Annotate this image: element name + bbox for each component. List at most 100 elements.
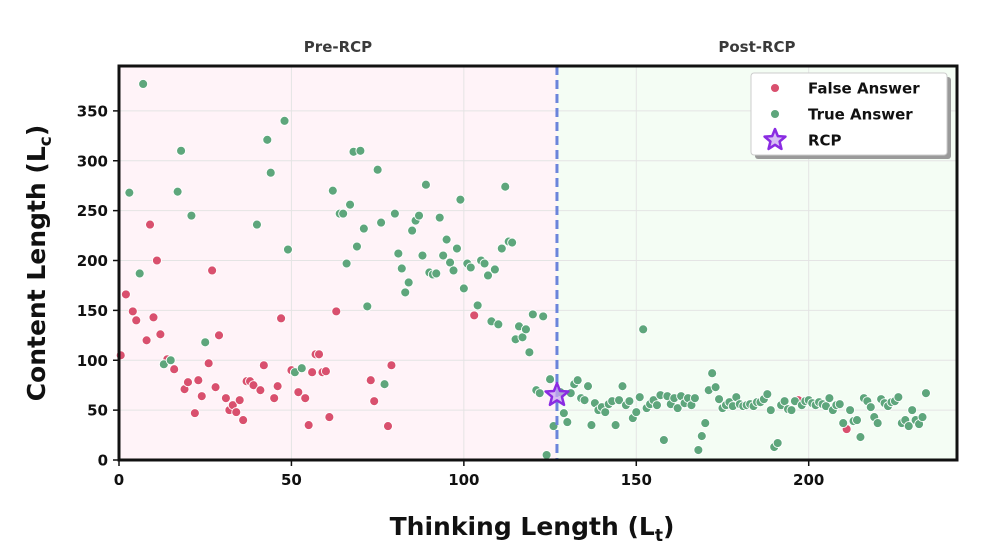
- true-answer-point: [714, 394, 724, 405]
- true-answer-point: [852, 415, 862, 426]
- true-answer-point: [438, 250, 449, 261]
- true-answer-point: [865, 402, 876, 413]
- false-answer-point: [220, 393, 231, 404]
- y-tick-label: 350: [77, 102, 108, 120]
- y-tick-label: 200: [77, 252, 108, 270]
- true-answer-point: [534, 388, 545, 399]
- true-answer-point: [541, 450, 552, 460]
- true-answer-point: [710, 382, 721, 393]
- x-tick-label: 150: [621, 471, 652, 489]
- plot-frame: [117, 64, 959, 462]
- y-tick-label: 100: [77, 352, 108, 370]
- true-answer-point: [441, 234, 452, 245]
- region-label-pre-rcp: Pre-RCP: [304, 38, 372, 56]
- true-answer-point: [458, 283, 469, 294]
- true-answer-point: [538, 311, 549, 322]
- true-answer-point: [358, 223, 369, 234]
- true-answer-point: [138, 79, 149, 89]
- x-tick-label: 50: [281, 471, 302, 489]
- false-answer-point: [303, 420, 314, 431]
- true-answer-point: [176, 145, 187, 156]
- false-answer-point: [183, 377, 193, 388]
- true-answer-point: [448, 265, 459, 276]
- legend-marker-rcp-star: [763, 127, 787, 151]
- true-answer-point: [417, 250, 428, 261]
- true-answer-point: [165, 355, 176, 366]
- true-answer-point: [389, 208, 400, 219]
- true-answer-point: [762, 389, 773, 400]
- false-answer-point: [300, 393, 311, 404]
- x-axis-title-subscript: t: [655, 526, 663, 541]
- true-answer-point: [834, 399, 845, 410]
- true-answer-point: [765, 405, 776, 416]
- false-answer-point: [331, 306, 342, 317]
- true-answer-point: [396, 263, 407, 274]
- y-tick-label: 150: [77, 302, 108, 320]
- true-answer-point: [903, 421, 914, 432]
- true-answer-point: [489, 264, 500, 275]
- true-answer-point: [672, 403, 683, 414]
- true-answer-point: [610, 420, 621, 431]
- true-answer-point: [493, 319, 504, 330]
- true-answer-point: [496, 243, 507, 254]
- true-answer-point: [352, 241, 362, 252]
- rcp-marker: [544, 381, 570, 407]
- false-answer-point: [169, 364, 180, 375]
- true-answer-point: [527, 309, 538, 320]
- true-answer-point: [265, 167, 276, 178]
- x-axis-title-main: Thinking Length (L: [390, 512, 655, 541]
- true-answer-point: [689, 393, 700, 404]
- true-answer-point: [327, 185, 338, 196]
- false-answer-point: [231, 407, 242, 418]
- true-answer-point: [431, 268, 442, 279]
- false-answer-point: [196, 391, 207, 402]
- region-background-pre-rcp: [119, 66, 557, 460]
- true-answer-point: [455, 194, 466, 205]
- false-answer-point: [151, 255, 162, 266]
- y-axis-title-subscript: c: [36, 136, 56, 146]
- true-answer-point: [434, 212, 445, 223]
- legend-box: [750, 72, 948, 156]
- false-answer-point: [127, 306, 138, 317]
- false-answer-point: [141, 335, 152, 346]
- false-answer-point: [307, 367, 318, 378]
- legend-label-rcp: RCP: [808, 132, 842, 150]
- true-answer-point: [583, 381, 593, 392]
- true-answer-point: [634, 392, 645, 403]
- true-answer-point: [652, 400, 662, 411]
- false-answer-point: [272, 381, 283, 392]
- true-answer-point: [772, 438, 783, 448]
- true-answer-point: [479, 258, 490, 269]
- true-answer-point: [917, 412, 928, 423]
- false-answer-point: [131, 315, 142, 326]
- false-answer-point: [120, 289, 131, 300]
- true-answer-point: [483, 270, 493, 281]
- true-answer-point: [362, 301, 373, 312]
- region-label-post-rcp: Post-RCP: [718, 38, 795, 56]
- false-answer-point: [469, 310, 480, 321]
- x-tick-label: 100: [448, 471, 479, 489]
- x-tick-label: 200: [793, 471, 824, 489]
- false-answer-point: [269, 393, 280, 404]
- true-answer-point: [524, 347, 535, 358]
- true-answer-point: [500, 181, 511, 192]
- y-axis-title: Content Length (Lc): [22, 125, 56, 402]
- y-tick-label: 250: [77, 202, 108, 220]
- x-tick-label: 0: [114, 471, 124, 489]
- false-answer-point: [365, 375, 376, 386]
- legend: False Answer True Answer RCP: [750, 72, 951, 159]
- true-answer-point: [400, 287, 411, 298]
- true-answer-point: [658, 435, 669, 446]
- true-answer-point: [338, 208, 349, 219]
- false-answer-point: [189, 408, 200, 419]
- true-answer-point: [855, 432, 866, 443]
- true-answer-point: [520, 324, 531, 335]
- true-answer-point: [845, 405, 856, 416]
- true-answer-point: [124, 187, 135, 198]
- false-answer-point: [386, 360, 397, 371]
- true-answer-point: [786, 405, 797, 416]
- true-answer-point: [251, 219, 262, 230]
- true-answer-point: [579, 395, 590, 406]
- x-axis-title: Thinking Length (Lt): [390, 512, 675, 541]
- false-answer-point: [193, 375, 204, 386]
